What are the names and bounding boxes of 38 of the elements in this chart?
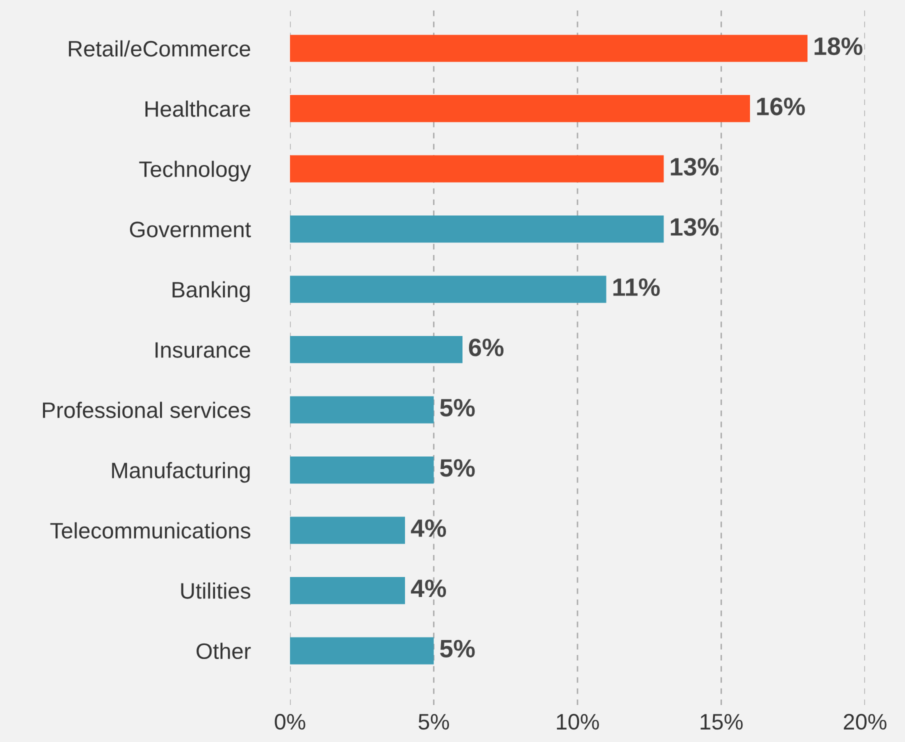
data-label: 4% bbox=[410, 580, 446, 598]
data-label: 16% bbox=[757, 98, 805, 116]
bar bbox=[290, 216, 664, 243]
y-tick-label: Government bbox=[130, 222, 251, 238]
bar bbox=[290, 155, 664, 182]
y-tick-label: Technology bbox=[139, 160, 252, 182]
data-label: 13% bbox=[670, 218, 719, 236]
data-label: 5% bbox=[440, 398, 475, 417]
data-label: 11% bbox=[613, 278, 660, 296]
bar bbox=[290, 276, 606, 303]
bar bbox=[290, 637, 434, 664]
bar bbox=[290, 576, 405, 604]
y-tick-label: Professional services bbox=[42, 402, 250, 418]
x-tick-label: 0% bbox=[274, 714, 306, 730]
bar bbox=[290, 34, 808, 62]
y-tick-label: Utilities bbox=[181, 582, 250, 599]
y-tick-label: Other bbox=[196, 642, 251, 660]
data-label: 4% bbox=[410, 519, 446, 537]
y-tick-label: Healthcare bbox=[145, 100, 250, 117]
x-tick-label: 15% bbox=[700, 714, 743, 730]
bar bbox=[290, 336, 462, 364]
bar bbox=[290, 516, 405, 544]
data-label: 13% bbox=[670, 158, 719, 176]
data-label: 5% bbox=[440, 640, 475, 658]
x-tick-label: 5% bbox=[418, 714, 450, 730]
data-label: 18% bbox=[814, 37, 862, 56]
bar bbox=[290, 396, 434, 424]
data-label: 5% bbox=[440, 459, 475, 477]
y-tick-label: Manufacturing bbox=[112, 462, 250, 483]
data-label: 6% bbox=[468, 338, 504, 356]
y-tick-label: Insurance bbox=[156, 342, 250, 358]
y-tick-label: Retail/eCommerce bbox=[68, 40, 250, 57]
x-tick-label: 10% bbox=[556, 714, 599, 730]
bar bbox=[290, 456, 434, 484]
x-tick-label: 20% bbox=[844, 714, 886, 730]
y-tick-label: Telecommunications bbox=[50, 522, 250, 539]
bar bbox=[290, 95, 750, 122]
y-tick-label: Banking bbox=[172, 281, 250, 302]
